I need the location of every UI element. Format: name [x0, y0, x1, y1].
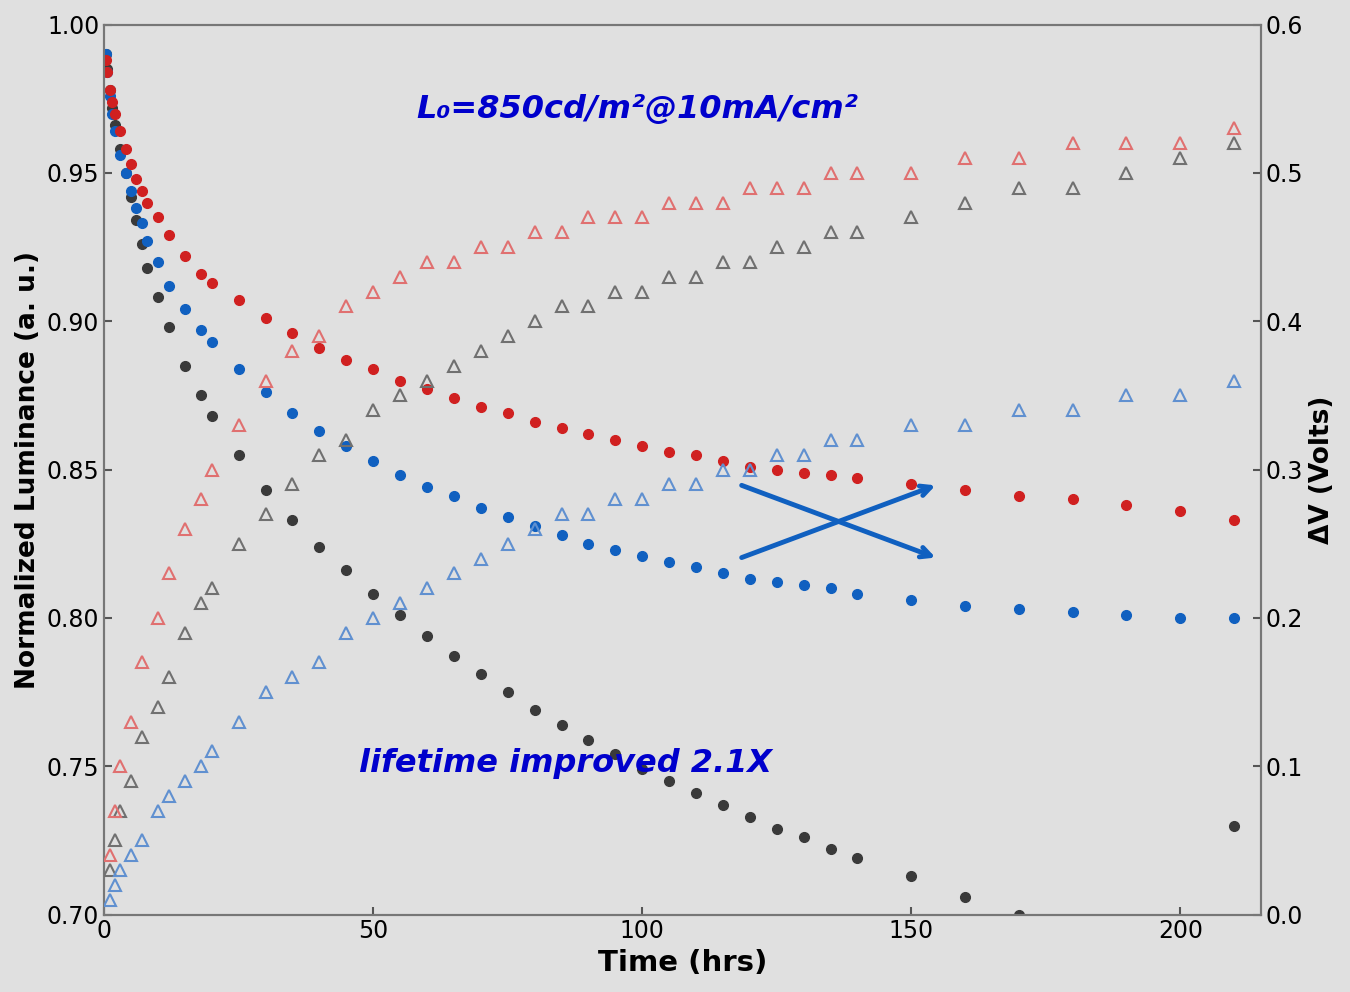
Y-axis label: ΔV (Volts): ΔV (Volts): [1310, 396, 1335, 544]
X-axis label: Time (hrs): Time (hrs): [598, 949, 767, 977]
Text: lifetime improved 2.1X: lifetime improved 2.1X: [359, 748, 772, 779]
Y-axis label: Normalized Luminance (a. u.): Normalized Luminance (a. u.): [15, 251, 40, 688]
Text: L₀=850cd/m²@10mA/cm²: L₀=850cd/m²@10mA/cm²: [417, 94, 859, 125]
